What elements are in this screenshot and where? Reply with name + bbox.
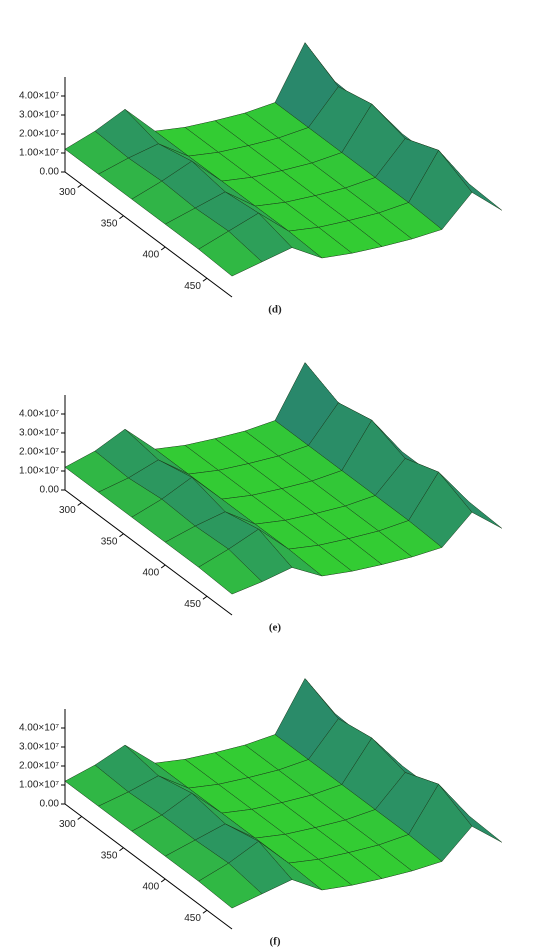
z-tick-label: 3.00×10⁷	[19, 428, 59, 439]
y-tick	[160, 878, 166, 883]
surface-cell	[198, 548, 263, 595]
y-tick	[77, 816, 82, 820]
y-tick-label: 350	[101, 536, 118, 547]
y-tick	[160, 246, 166, 251]
y-tick-label: 450	[184, 913, 201, 924]
y-tick-label: 400	[143, 250, 160, 261]
y-tick-label: 300	[59, 505, 76, 516]
z-tick-label: 2.00×10⁷	[19, 129, 59, 140]
surface-cell	[198, 862, 263, 909]
z-tick-label: 4.00×10⁷	[19, 723, 59, 734]
z-tick-label: 4.00×10⁷	[19, 409, 59, 420]
y-tick	[160, 564, 166, 569]
panel-label: (e)	[269, 622, 282, 634]
y-tick	[202, 909, 208, 914]
z-tick-label: 1.00×10⁷	[19, 148, 59, 159]
z-tick-label: 1.00×10⁷	[19, 780, 59, 791]
y-tick-label: 400	[143, 882, 160, 893]
y-axis	[64, 489, 233, 616]
panel-label: (d)	[268, 304, 282, 316]
y-tick-label: 450	[184, 281, 201, 292]
surface-cell	[198, 230, 263, 277]
y-tick	[119, 215, 124, 220]
z-tick-label: 1.00×10⁷	[19, 466, 59, 477]
y-axis	[64, 803, 233, 930]
z-tick-label: 0.00	[40, 799, 60, 810]
y-tick	[119, 847, 124, 852]
z-tick-label: 0.00	[40, 167, 60, 178]
y-tick	[202, 277, 208, 282]
z-tick-label: 3.00×10⁷	[19, 110, 59, 121]
y-tick-label: 400	[143, 568, 160, 579]
z-tick-label: 4.00×10⁷	[19, 91, 59, 102]
panel-label: (f)	[270, 936, 281, 948]
y-tick	[77, 502, 82, 506]
y-tick-label: 300	[59, 187, 76, 198]
z-tick-label: 2.00×10⁷	[19, 447, 59, 458]
y-tick-label: 350	[101, 850, 118, 861]
z-tick-label: 2.00×10⁷	[19, 761, 59, 772]
y-tick-label: 350	[101, 218, 118, 229]
y-tick	[77, 184, 82, 188]
z-tick-label: 0.00	[40, 485, 60, 496]
y-tick-label: 450	[184, 599, 201, 610]
y-tick	[119, 533, 124, 538]
y-tick-label: 300	[59, 819, 76, 830]
y-axis	[64, 171, 233, 298]
z-tick-label: 3.00×10⁷	[19, 742, 59, 753]
y-tick	[202, 595, 208, 600]
